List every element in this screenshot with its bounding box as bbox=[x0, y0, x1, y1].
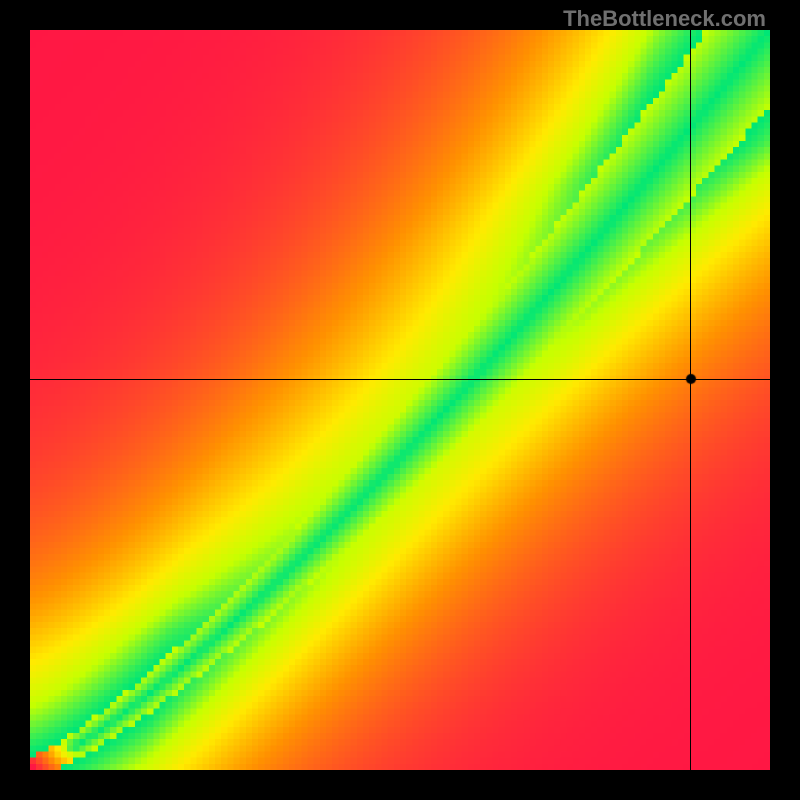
heatmap-canvas bbox=[30, 30, 770, 770]
crosshair-horizontal bbox=[30, 379, 770, 380]
watermark-text: TheBottleneck.com bbox=[563, 6, 766, 32]
heatmap-plot bbox=[30, 30, 770, 770]
chart-container: TheBottleneck.com bbox=[0, 0, 800, 800]
crosshair-marker bbox=[685, 373, 697, 385]
crosshair-vertical bbox=[690, 30, 691, 770]
